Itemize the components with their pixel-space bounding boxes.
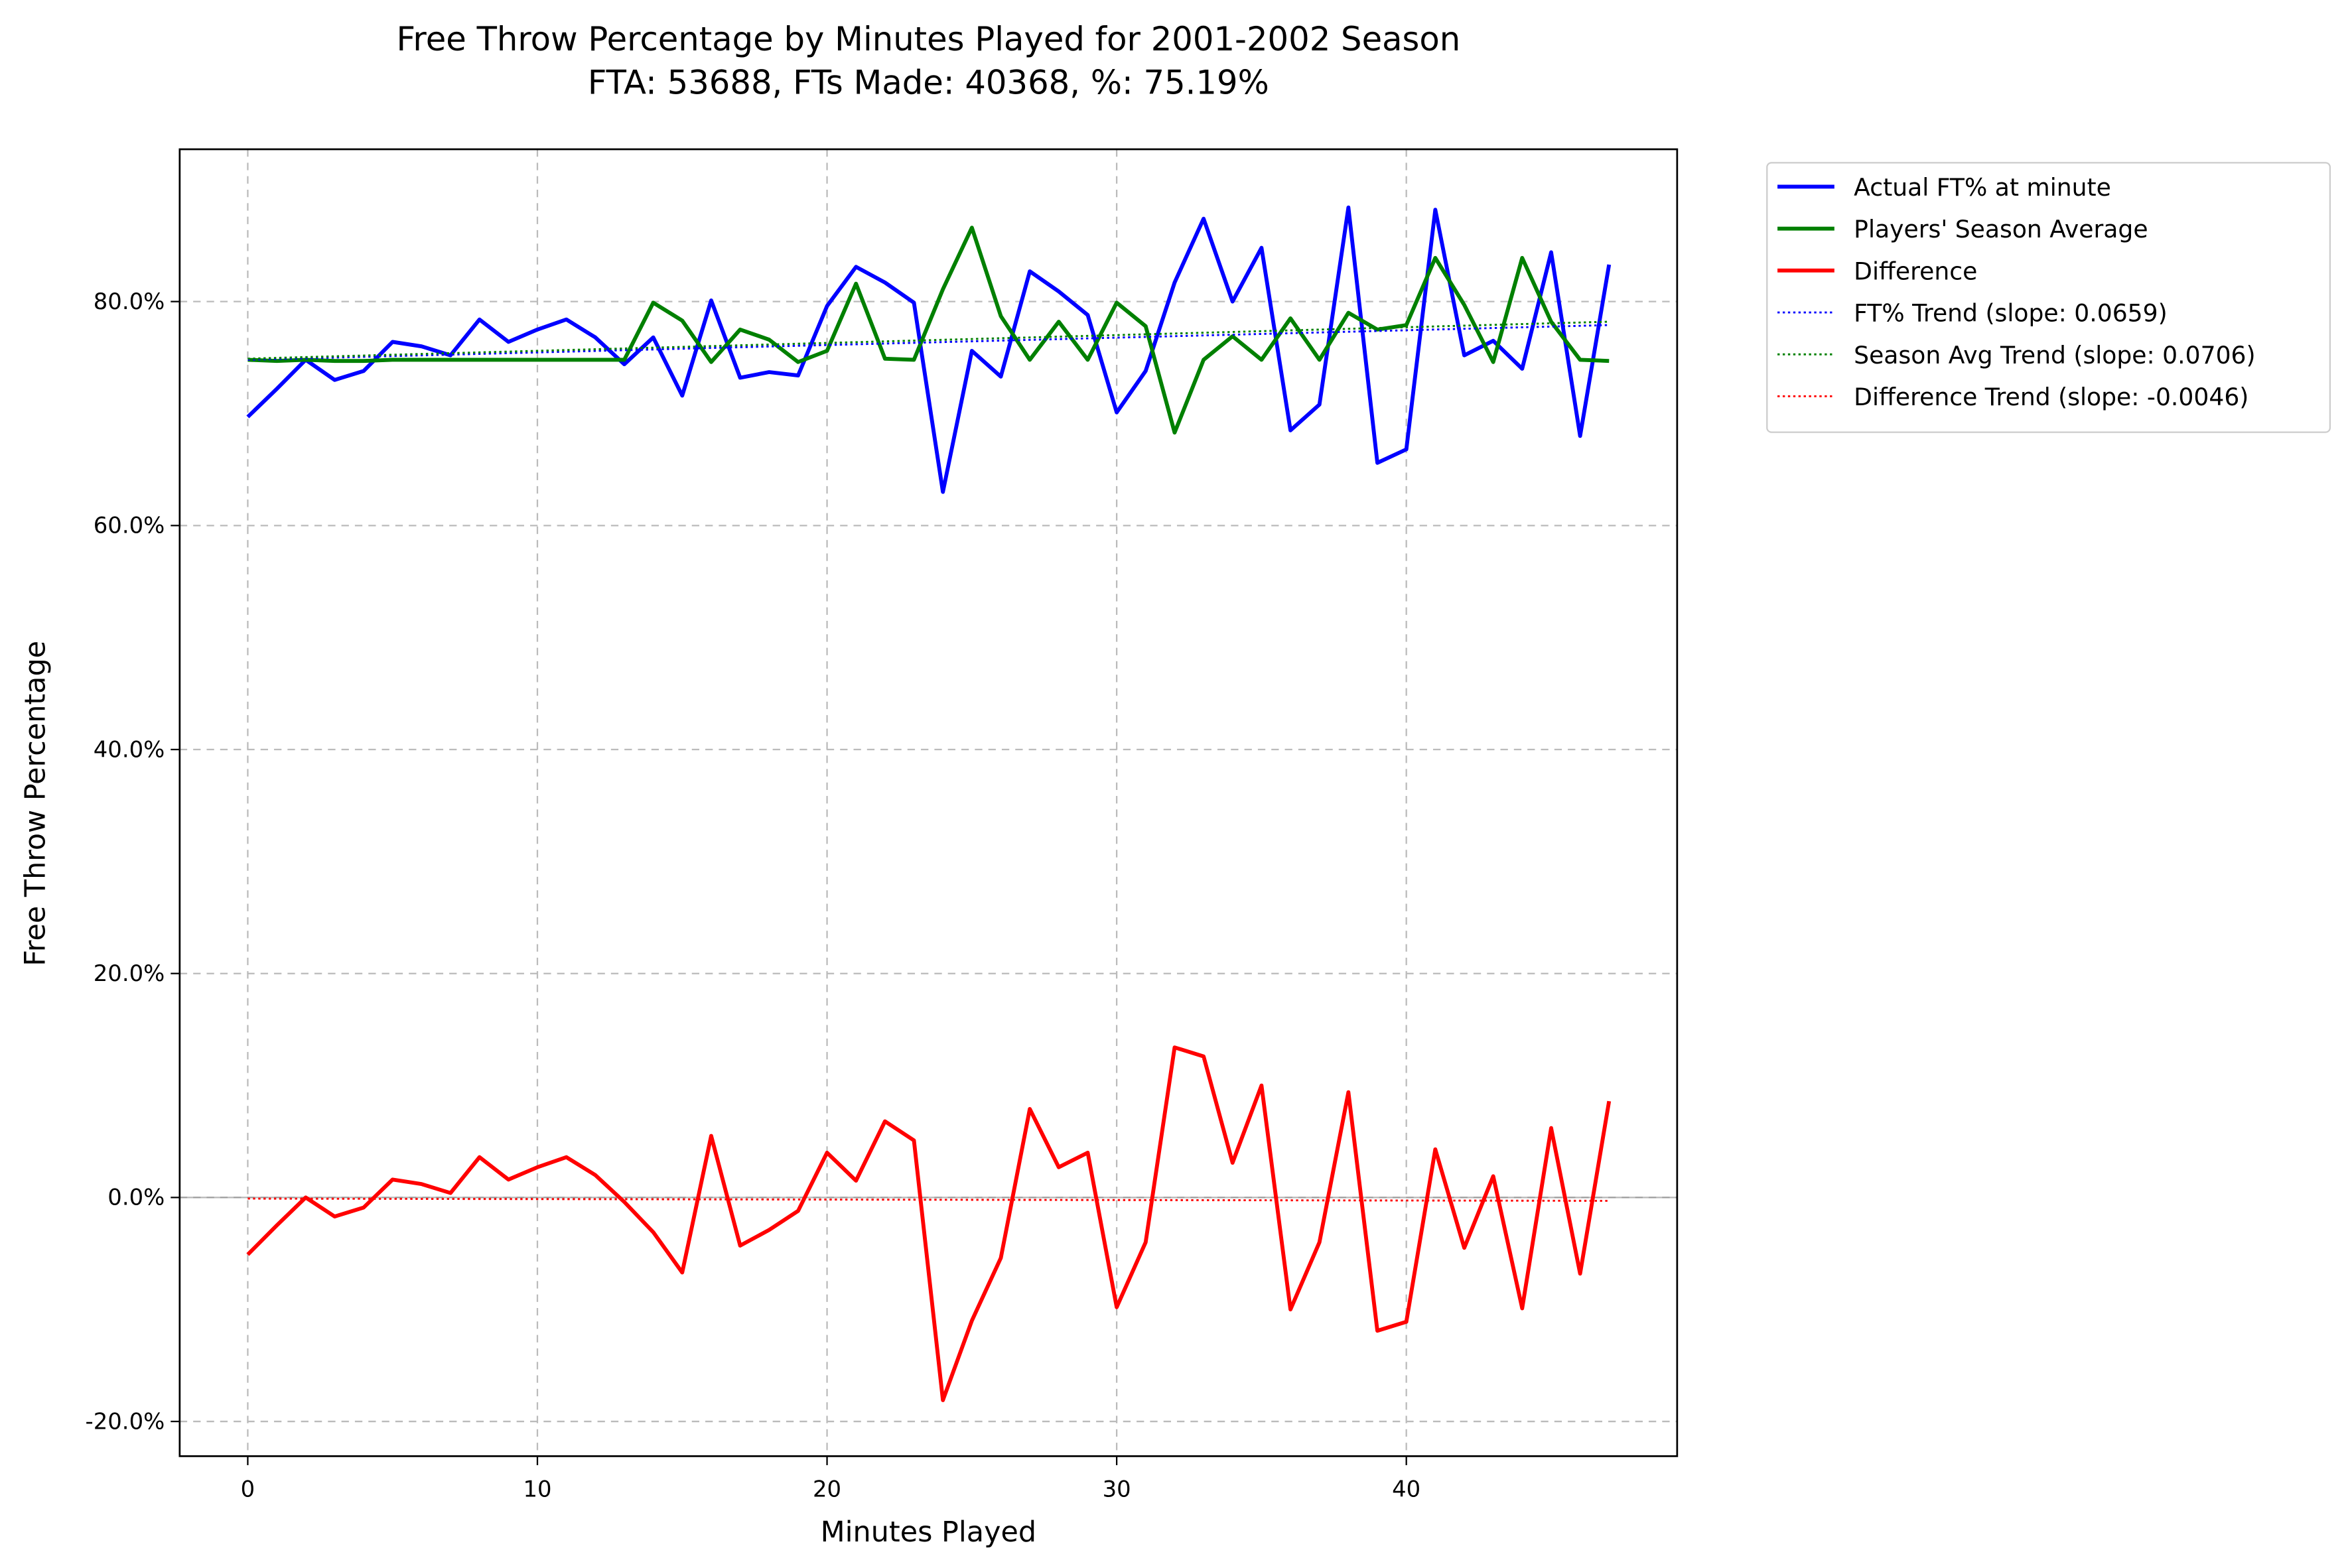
chart-subtitle: FTA: 53688, FTs Made: 40368, %: 75.19% (588, 64, 1269, 102)
x-axis-label: Minutes Played (821, 1516, 1036, 1549)
y-tick-label: 40.0% (94, 736, 165, 762)
legend-box (1766, 162, 2331, 433)
legend-label: Difference Trend (slope: -0.0046) (1854, 383, 2248, 411)
chart-title: Free Throw Percentage by Minutes Played … (396, 20, 1460, 58)
data-line (247, 226, 1610, 435)
plot-frame (178, 148, 1679, 1457)
y-tick-label: 0.0% (107, 1185, 165, 1210)
legend-label: Actual FT% at minute (1854, 173, 2111, 202)
y-tick-label: 60.0% (94, 513, 165, 539)
trend-line (247, 1197, 1610, 1202)
x-tick-label: 10 (523, 1476, 551, 1502)
trend-line (247, 324, 1610, 361)
legend-label: Players' Season Average (1854, 215, 2148, 243)
legend-label: Difference (1854, 257, 1977, 285)
data-line (246, 205, 1612, 494)
legend-label: FT% Trend (slope: 0.0659) (1854, 299, 2168, 328)
x-tick-label: 30 (1103, 1476, 1131, 1502)
y-tick-label: 80.0% (94, 289, 165, 314)
y-tick-label: 20.0% (94, 960, 165, 986)
legend-label: Season Avg Trend (slope: 0.0706) (1854, 341, 2255, 369)
data-line (246, 1045, 1612, 1402)
y-axis-label: Free Throw Percentage (19, 641, 52, 966)
trend-line (247, 320, 1610, 360)
x-tick-label: 0 (241, 1476, 255, 1502)
x-tick-label: 40 (1392, 1476, 1420, 1502)
y-tick-label: -20.0% (86, 1408, 165, 1434)
x-tick-label: 20 (813, 1476, 841, 1502)
